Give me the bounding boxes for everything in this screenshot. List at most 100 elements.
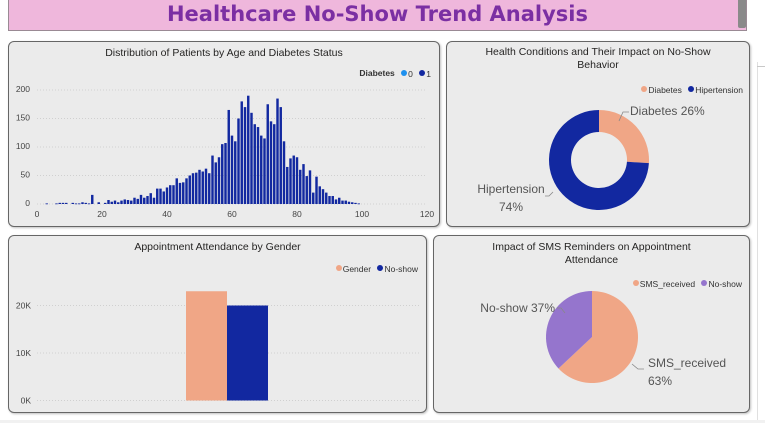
histogram-bar — [84, 202, 87, 204]
histogram-bar — [325, 192, 328, 204]
histogram-bar — [224, 143, 227, 204]
histogram-bar — [247, 95, 250, 204]
legend-title: Diabetes — [359, 68, 395, 78]
chart-legend: Diabetes Hipertension — [637, 84, 743, 95]
histogram-bar — [331, 196, 334, 204]
histogram-bar — [208, 173, 211, 204]
histogram-bar — [250, 112, 253, 204]
data-label: 63% — [648, 374, 672, 388]
histogram-bar — [107, 200, 110, 204]
histogram-bar — [74, 203, 78, 205]
histogram-bar — [159, 188, 162, 204]
data-label: Hipertension — [477, 182, 544, 196]
histogram-bar — [282, 141, 286, 204]
x-tick-label: 0 — [35, 209, 40, 219]
visual-title: Appointment Attendance by Gender — [134, 241, 301, 253]
chart-legend: Diabetes 0 1 — [359, 68, 431, 79]
histogram-bar — [65, 202, 68, 204]
histogram-bar — [237, 118, 240, 204]
histogram-bar — [175, 178, 178, 204]
histogram-bar — [240, 101, 243, 204]
sms-received-slice — [558, 291, 638, 383]
y-tick-label: 200 — [16, 84, 30, 94]
histogram-bar — [117, 202, 120, 204]
histogram-bar — [302, 164, 305, 204]
page-edge-tick — [757, 66, 765, 67]
histogram-bar — [276, 98, 279, 204]
histogram-bar — [347, 201, 351, 204]
histogram-bar — [195, 172, 198, 204]
histogram-bar — [315, 176, 318, 204]
visual-title: Distribution of Patients by Age and Diab… — [105, 47, 343, 59]
histogram-bar — [204, 168, 208, 204]
data-label: 74% — [499, 200, 523, 214]
histogram-bar — [87, 203, 91, 205]
y-tick-label: 50 — [21, 170, 31, 180]
leader-line — [631, 363, 644, 370]
histogram-bar — [156, 188, 159, 204]
histogram-bar — [55, 203, 58, 205]
data-label: SMS_received — [648, 356, 726, 370]
chart-legend: Gender No-show — [332, 263, 418, 274]
scrollbar-thumb[interactable] — [738, 0, 746, 28]
histogram-bar — [260, 135, 263, 204]
y-tick-label: 20K — [16, 301, 31, 311]
histogram-bar — [81, 202, 84, 204]
histogram-bar — [305, 176, 308, 204]
histogram-bar — [123, 199, 126, 204]
histogram-bar — [211, 155, 214, 204]
histogram-bar — [338, 197, 341, 204]
legend-item: No-show — [708, 278, 742, 289]
gender-attendance-visual[interactable]: Appointment Attendance by Gender Gender … — [8, 235, 427, 413]
y-tick-label: 100 — [16, 141, 30, 151]
histogram-bar — [188, 175, 191, 204]
health-conditions-visual[interactable]: Health Conditions and Their Impact on No… — [446, 41, 750, 227]
legend-dot-icon — [701, 280, 708, 287]
histogram-bar — [266, 104, 269, 204]
y-tick-label: 0 — [25, 198, 30, 208]
age-histogram: 200 150 100 50 0 0 20 40 60 80 100 120 — [16, 84, 435, 219]
histogram-bar — [201, 171, 204, 204]
age-distribution-visual[interactable]: Distribution of Patients by Age and Diab… — [8, 41, 440, 227]
histogram-bar — [263, 138, 266, 204]
sms-reminders-visual[interactable]: Impact of SMS Reminders on Appointment A… — [433, 235, 750, 413]
histogram-bar — [318, 186, 321, 204]
histogram-bar — [273, 124, 276, 204]
histogram-bar — [214, 162, 217, 204]
histogram-bar — [58, 202, 61, 204]
histogram-bar — [243, 107, 247, 204]
bottom-strip — [0, 420, 765, 423]
histogram-bar — [312, 192, 315, 204]
legend-dot-icon — [377, 265, 384, 272]
histogram-bar — [221, 144, 224, 204]
leader-line — [557, 307, 566, 314]
legend-item: No-show — [384, 263, 418, 274]
gender-bar-chart: 20K 10K 0K — [16, 291, 421, 406]
chart-legend: SMS_received No-show — [629, 278, 742, 289]
histogram-bar — [230, 135, 234, 204]
y-tick-label: 10K — [16, 348, 31, 358]
histogram-bar — [253, 124, 256, 204]
histogram-bar — [321, 189, 325, 204]
donut-slices — [549, 110, 649, 210]
hipertension-slice — [549, 110, 649, 210]
histogram-bar — [354, 202, 357, 204]
leader-line — [618, 111, 629, 122]
histogram-bar — [133, 197, 136, 204]
data-label: Diabetes 26% — [630, 104, 705, 118]
histogram-bar — [162, 191, 165, 204]
histogram-bar — [198, 169, 201, 204]
chart-bars — [186, 291, 268, 401]
y-tick-label: 0K — [21, 396, 32, 406]
y-axis-labels: 20K 10K 0K — [16, 301, 31, 406]
sms-pie-chart: No-show 37% SMS_received 63% — [480, 291, 726, 388]
x-axis-labels: 0 20 40 60 80 100 120 — [35, 209, 435, 219]
histogram-bar — [185, 178, 188, 204]
legend-dot-icon — [688, 86, 695, 93]
chart-bars — [45, 95, 360, 205]
histogram-bar — [217, 157, 221, 204]
histogram-bar — [295, 157, 299, 204]
histogram-bar — [126, 200, 130, 204]
legend-dot-icon — [641, 86, 648, 93]
x-tick-label: 100 — [355, 209, 369, 219]
